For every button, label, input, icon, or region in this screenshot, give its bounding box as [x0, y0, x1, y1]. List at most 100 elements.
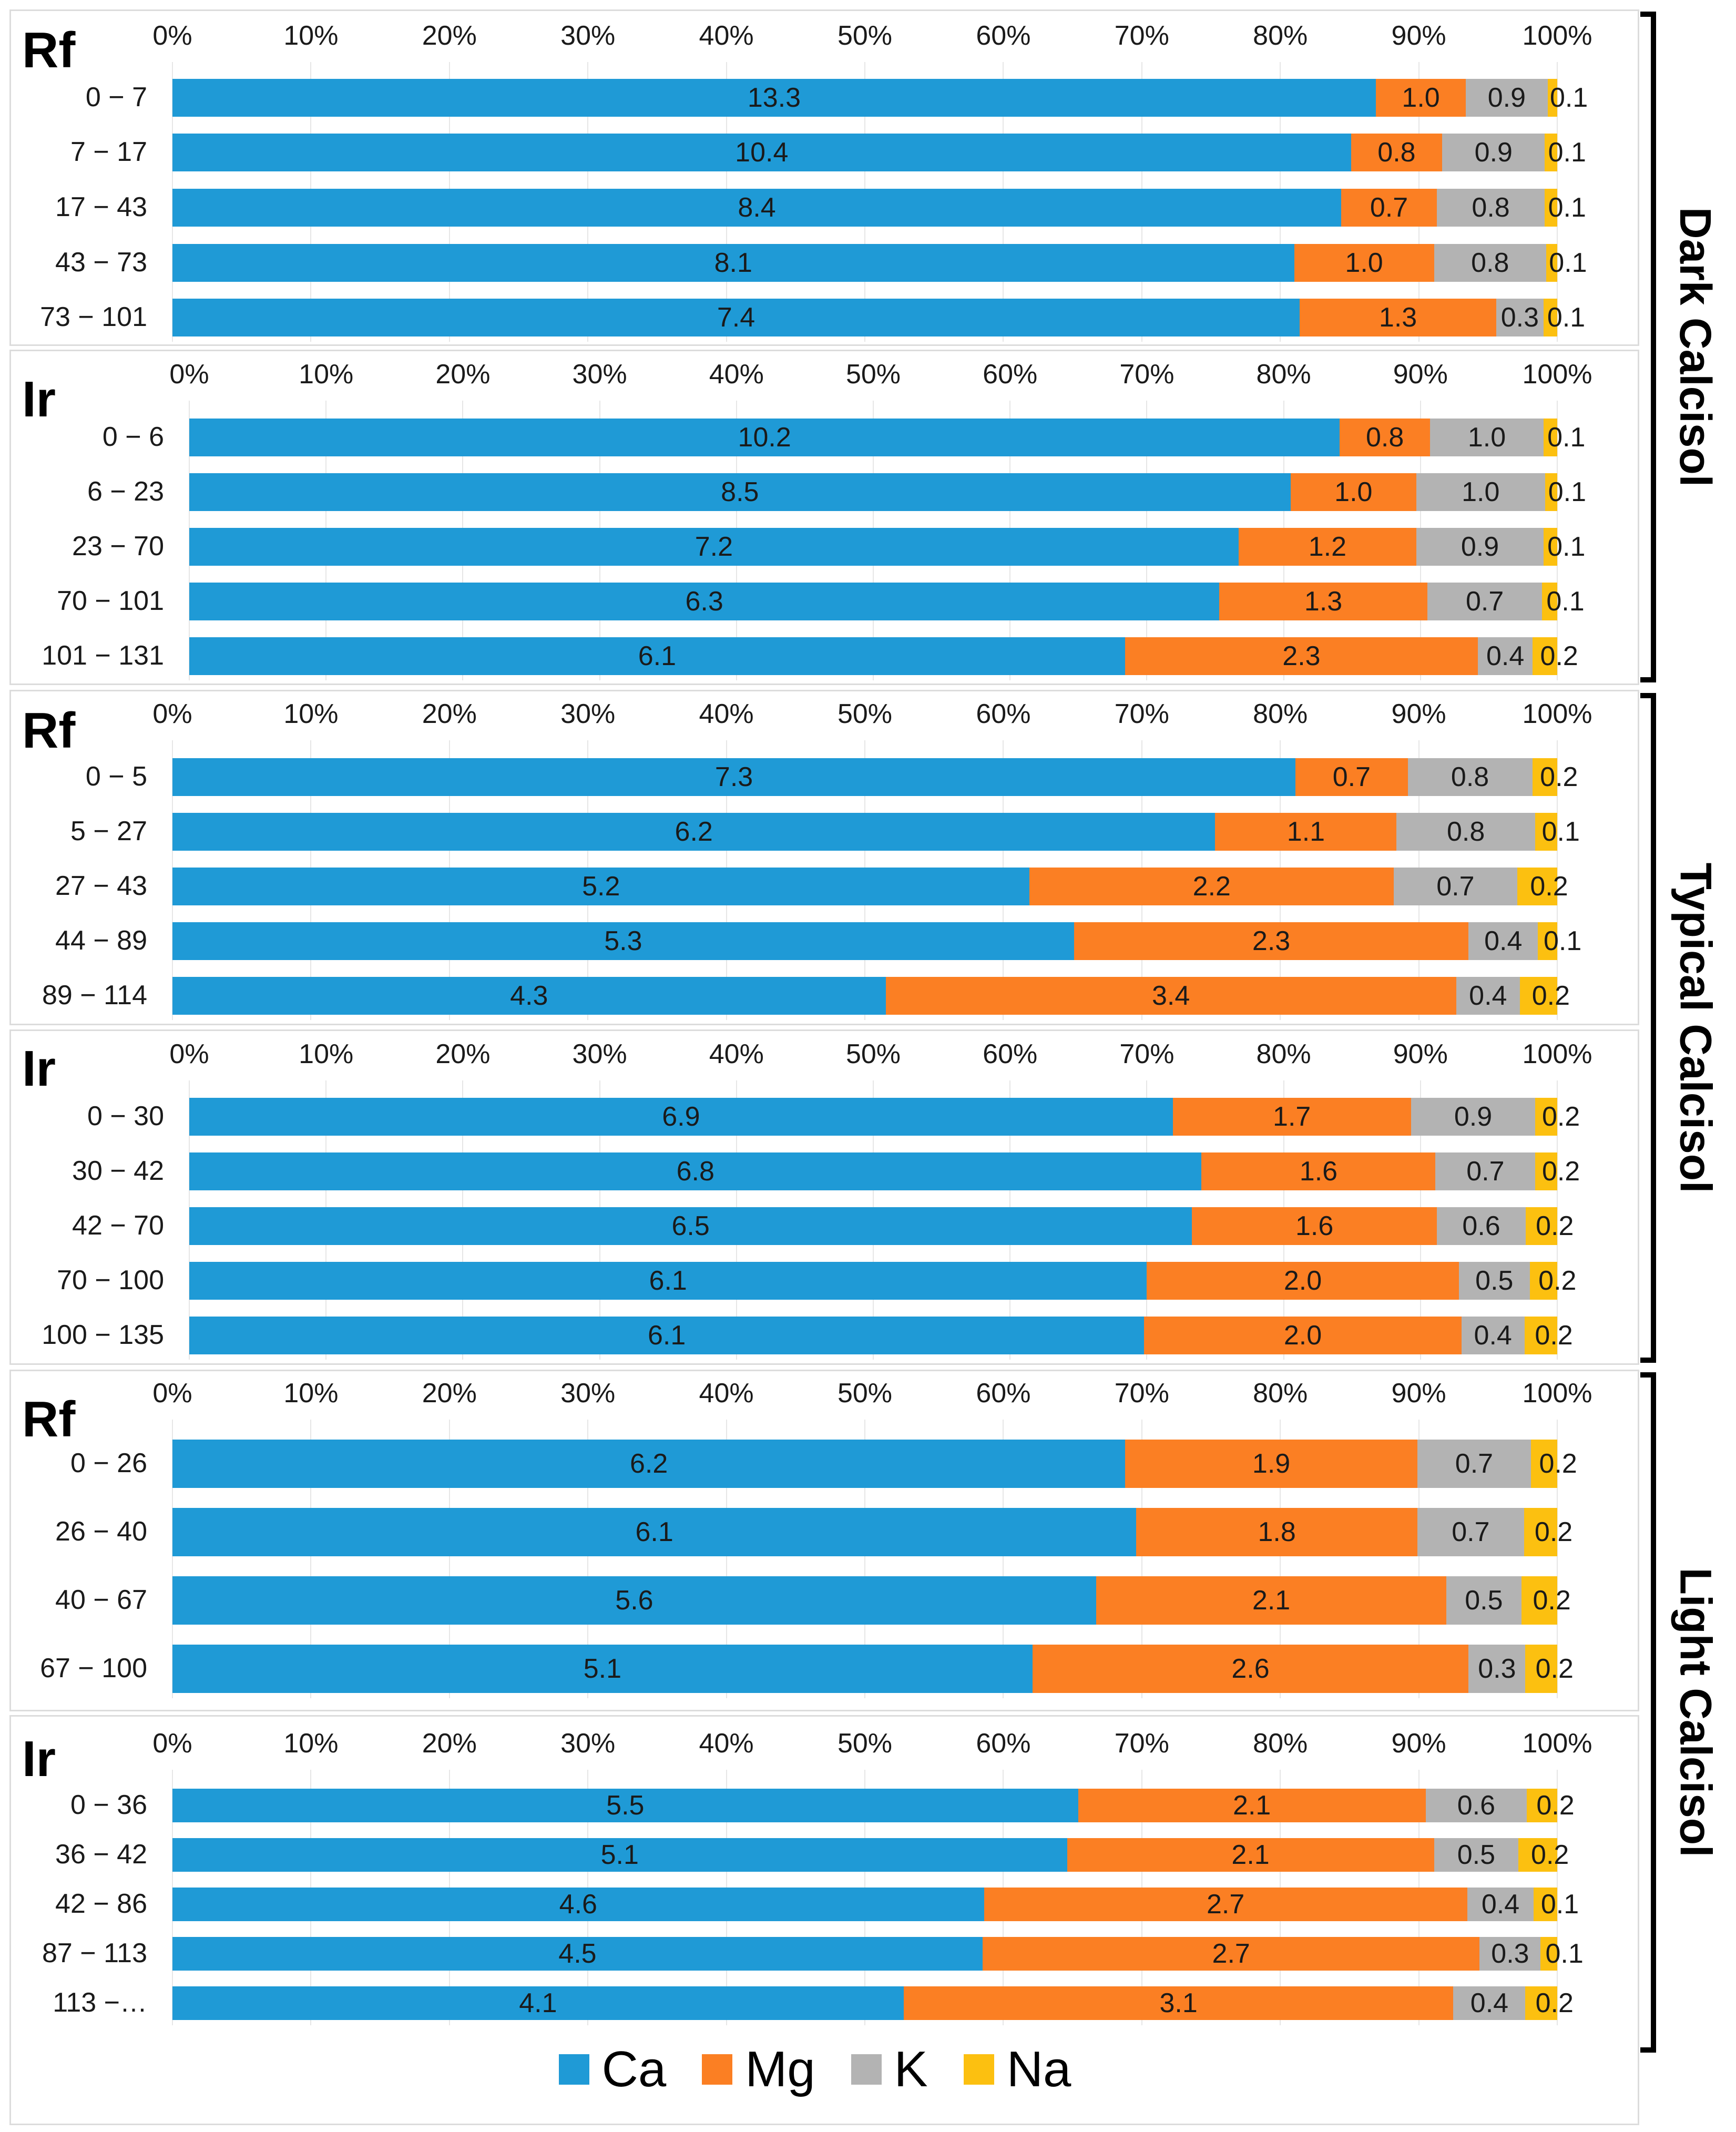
- bar-segment-mg: [1375, 79, 1466, 117]
- gridline: [864, 1420, 865, 1698]
- value-label-mg: 1.3: [1378, 302, 1417, 333]
- depth-label: 26 − 40: [55, 1516, 147, 1547]
- value-label-k: 0.7: [1452, 1517, 1490, 1547]
- value-label-ca: 8.5: [721, 477, 759, 507]
- gridline: [1557, 1770, 1558, 2025]
- legend-label-na: Na: [1006, 2041, 1071, 2097]
- gridline: [1557, 62, 1558, 342]
- x-tick-label: 90%: [1391, 699, 1446, 729]
- bar-segment-ca: [172, 299, 1300, 336]
- value-label-ca: 6.8: [676, 1156, 714, 1187]
- x-tick-label: 20%: [422, 1378, 477, 1409]
- value-label-mg: 1.7: [1273, 1101, 1311, 1132]
- gridline: [310, 1420, 312, 1698]
- value-label-na: 0.1: [1544, 926, 1582, 956]
- value-label-na: 0.2: [1531, 981, 1570, 1011]
- x-tick-label: 50%: [845, 359, 901, 390]
- value-label-mg: 2.0: [1283, 1320, 1322, 1351]
- bar-segment-na: [1547, 79, 1557, 117]
- x-tick-label: 90%: [1393, 359, 1448, 390]
- value-label-na: 0.1: [1548, 477, 1587, 507]
- x-tick-label: 80%: [1256, 359, 1311, 390]
- site-label: Rf: [22, 702, 76, 759]
- value-label-ca: 5.1: [583, 1654, 621, 1684]
- value-label-mg: 1.2: [1308, 532, 1347, 562]
- bar-segment-na: [1518, 1838, 1557, 1872]
- x-tick-label: 30%: [572, 1039, 627, 1069]
- x-tick-label: 50%: [845, 1039, 901, 1069]
- x-tick-label: 20%: [435, 359, 491, 390]
- gridline: [1418, 1420, 1420, 1698]
- x-tick-label: 40%: [709, 1039, 764, 1069]
- bar-segment-k: [1466, 79, 1548, 117]
- gridline: [1280, 1420, 1281, 1698]
- bar-segment-k: [1436, 189, 1545, 227]
- bar-segment-na: [1530, 1440, 1557, 1488]
- bar-segment-k: [1416, 473, 1545, 511]
- depth-label: 70 − 100: [57, 1265, 164, 1295]
- value-label-ca: 6.2: [675, 817, 713, 847]
- bar-segment-ca: [189, 1262, 1147, 1300]
- bar-segment-na: [1545, 189, 1557, 227]
- gridline: [1141, 1420, 1142, 1698]
- value-label-na: 0.1: [1550, 83, 1588, 113]
- x-tick-label: 100%: [1522, 699, 1592, 729]
- x-tick-label: 0%: [152, 1378, 192, 1409]
- bar-segment-k: [1458, 1262, 1530, 1300]
- value-label-k: 0.6: [1462, 1211, 1500, 1241]
- depth-label: 0 − 6: [102, 422, 164, 452]
- bar-segment-mg: [1201, 1152, 1436, 1190]
- bar-segment-ca: [172, 134, 1351, 171]
- bar-segment-ca: [172, 1645, 1033, 1693]
- gridline: [587, 1420, 589, 1698]
- value-label-mg: 1.0: [1402, 83, 1440, 113]
- x-tick-label: 20%: [435, 1039, 491, 1069]
- x-tick-label: 20%: [422, 699, 477, 729]
- value-label-mg: 1.0: [1345, 248, 1383, 278]
- bar-segment-na: [1524, 1508, 1557, 1556]
- bar-segment-ca: [172, 1440, 1126, 1488]
- value-label-k: 0.4: [1470, 1988, 1509, 2018]
- value-label-k: 0.4: [1481, 1889, 1520, 1920]
- value-label-mg: 0.8: [1365, 422, 1404, 453]
- x-tick-label: 60%: [976, 1728, 1031, 1759]
- value-label-na: 0.1: [1540, 1889, 1579, 1920]
- site-label: Rf: [22, 22, 76, 78]
- gridline: [726, 1420, 727, 1698]
- x-tick-label: 50%: [837, 1378, 893, 1409]
- x-tick-label: 10%: [283, 1378, 339, 1409]
- bar-segment-na: [1525, 1645, 1557, 1693]
- value-label-k: 0.4: [1469, 981, 1507, 1011]
- value-label-na: 0.1: [1547, 302, 1586, 333]
- bar-segment-k: [1496, 299, 1544, 336]
- value-label-k: 0.3: [1478, 1654, 1516, 1684]
- bar-segment-k: [1411, 1098, 1536, 1136]
- panel-4: [9, 1029, 1639, 1365]
- x-tick-label: 70%: [1114, 1728, 1169, 1759]
- site-label: Ir: [22, 1731, 56, 1787]
- bar-segment-na: [1517, 868, 1557, 905]
- value-label-mg: 1.0: [1334, 477, 1373, 507]
- bar-segment-k: [1435, 1152, 1536, 1190]
- value-label-na: 0.2: [1540, 641, 1578, 671]
- bar-segment-ca: [172, 758, 1296, 796]
- depth-label: 27 − 43: [55, 871, 147, 901]
- value-label-ca: 5.5: [606, 1790, 645, 1821]
- bar-segment-k: [1453, 1986, 1526, 2020]
- value-label-k: 0.5: [1457, 1840, 1496, 1870]
- bar-segment-ca: [189, 583, 1220, 620]
- site-label: Rf: [22, 1391, 76, 1447]
- x-tick-label: 70%: [1114, 1378, 1169, 1409]
- x-tick-label: 50%: [837, 1728, 893, 1759]
- value-label-ca: 4.1: [519, 1988, 557, 2018]
- value-label-na: 0.1: [1545, 1939, 1584, 1969]
- bar-segment-na: [1535, 813, 1557, 851]
- x-tick-label: 10%: [283, 1728, 339, 1759]
- value-label-ca: 6.3: [685, 586, 723, 617]
- bar-segment-mg: [885, 977, 1456, 1015]
- group-bracket: [1640, 1372, 1656, 2053]
- bar-segment-na: [1519, 977, 1557, 1015]
- depth-label: 44 − 89: [55, 925, 147, 956]
- bar-segment-na: [1533, 637, 1557, 675]
- depth-label: 36 − 42: [55, 1839, 147, 1870]
